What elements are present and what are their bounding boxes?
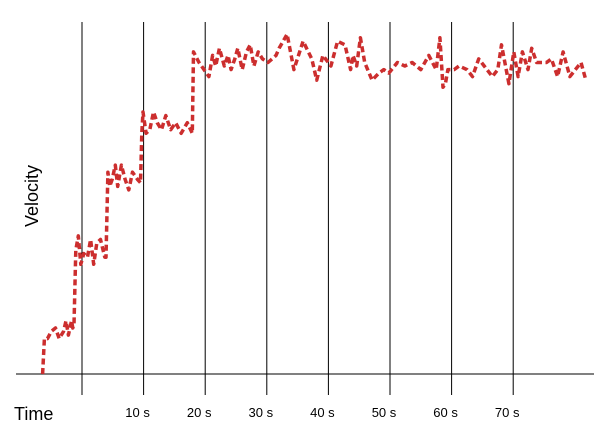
x-tick-label: 50 s — [372, 405, 397, 420]
x-tick-label: 60 s — [433, 405, 458, 420]
gridlines — [81, 22, 514, 395]
x-tick-label: 70 s — [495, 405, 520, 420]
x-tick-label: 40 s — [310, 405, 335, 420]
y-axis-title: Velocity — [22, 165, 42, 227]
x-tick-label: 30 s — [249, 405, 274, 420]
x-tick-label: 20 s — [187, 405, 212, 420]
x-axis-title: Time — [14, 404, 53, 424]
x-tick-label: 10 s — [125, 405, 150, 420]
x-tick-labels: 10 s 20 s 30 s 40 s 50 s 60 s 70 s — [125, 405, 520, 420]
velocity-series-line — [40, 32, 588, 375]
series-layer — [40, 32, 588, 375]
